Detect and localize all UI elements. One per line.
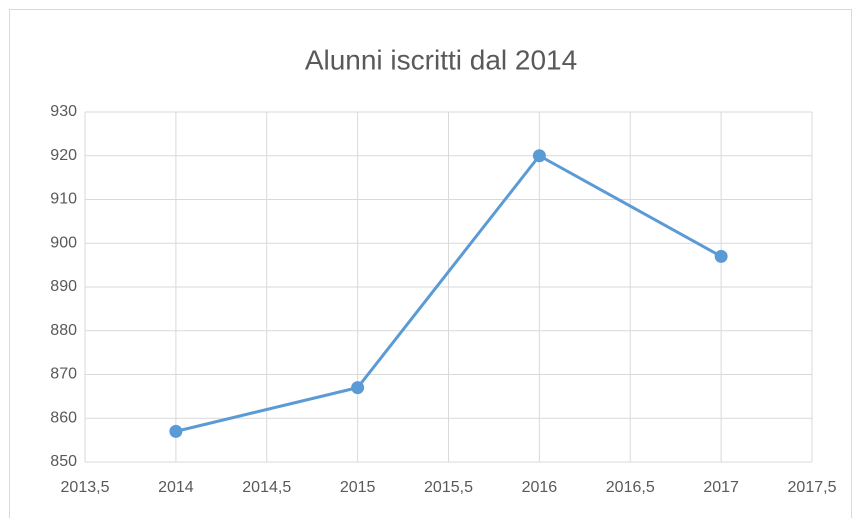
data-line <box>175 154 722 433</box>
x-tick-label: 2017,5 <box>788 479 837 496</box>
chart-title: Alunni iscritti dal 2014 <box>305 44 577 75</box>
data-point <box>714 249 728 263</box>
data-point <box>351 381 365 395</box>
x-tick-label: 2014 <box>158 479 194 496</box>
x-tick-label: 2016 <box>522 479 558 496</box>
y-tick-label: 900 <box>50 234 77 251</box>
x-tick-label: 2017 <box>703 479 739 496</box>
y-tick-label: 880 <box>50 322 77 339</box>
y-tick-label: 910 <box>50 191 77 208</box>
y-tick-label: 870 <box>50 366 77 383</box>
y-tick-label: 890 <box>50 278 77 295</box>
data-point <box>169 424 183 438</box>
data-point <box>532 149 546 163</box>
y-tick-label: 930 <box>50 103 77 120</box>
chart-border <box>9 9 852 518</box>
y-tick-label: 860 <box>50 409 77 426</box>
y-tick-label: 920 <box>50 147 77 164</box>
x-tick-label: 2013,5 <box>61 479 110 496</box>
x-tick-label: 2015,5 <box>424 479 473 496</box>
x-tick-label: 2014,5 <box>242 479 291 496</box>
x-tick-label: 2015 <box>340 479 376 496</box>
x-tick-label: 2016,5 <box>606 479 655 496</box>
y-tick-label: 850 <box>50 453 77 470</box>
